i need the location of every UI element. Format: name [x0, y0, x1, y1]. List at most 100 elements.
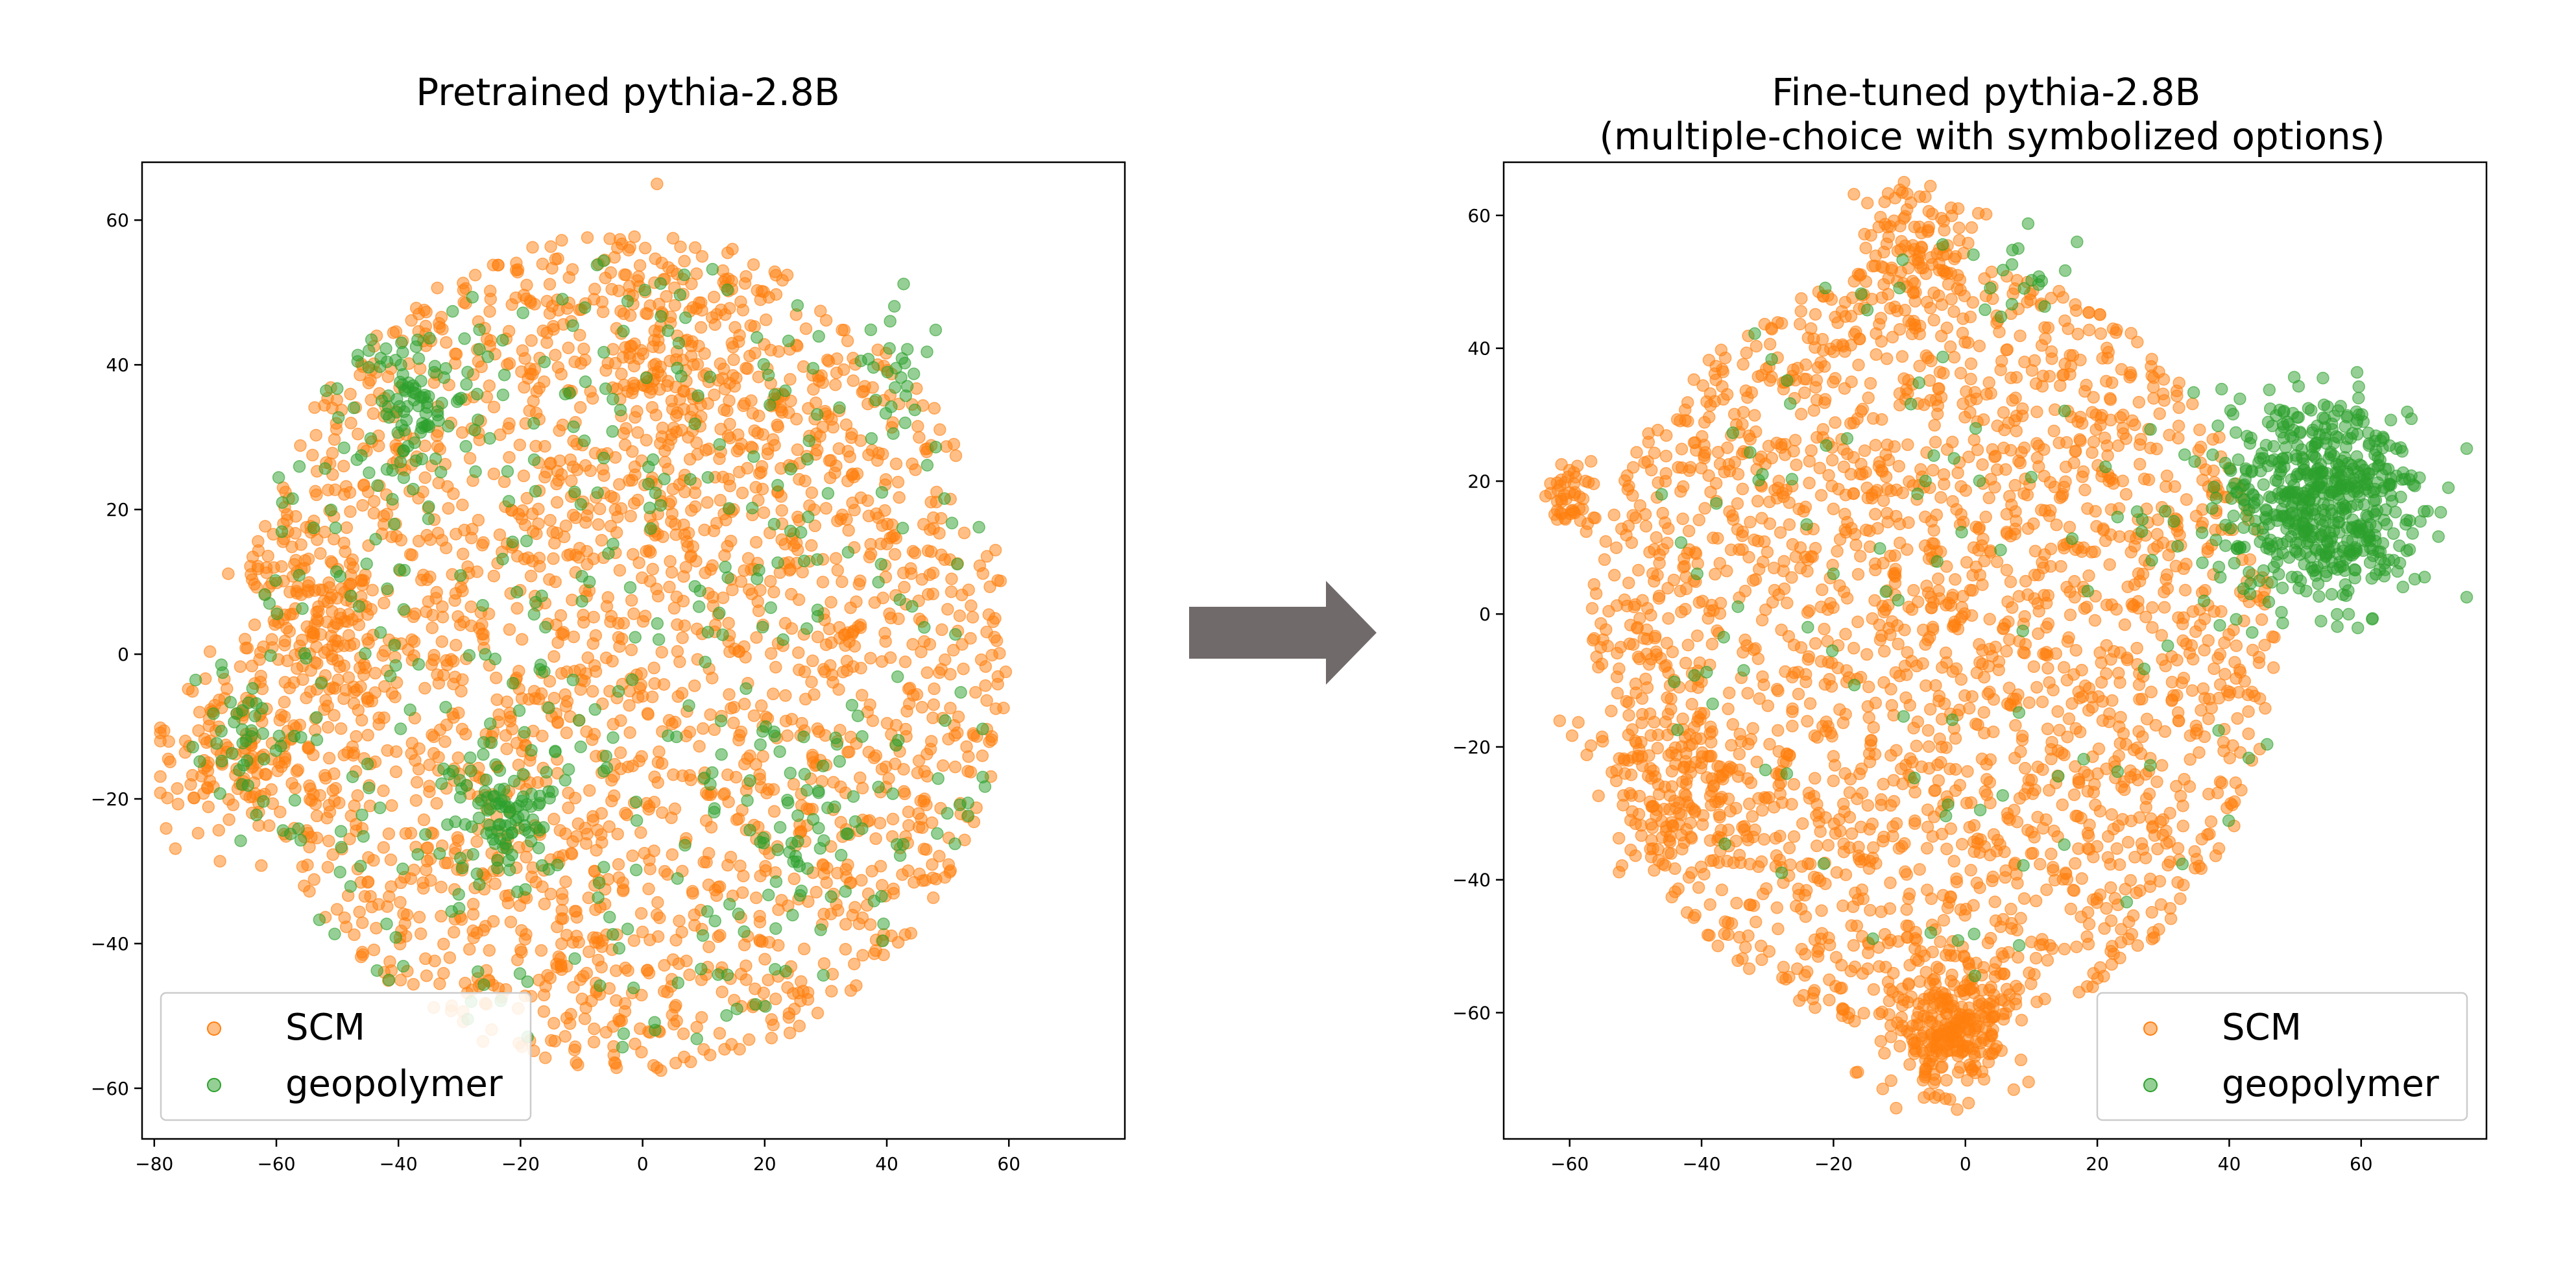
scatter-point	[1674, 485, 1687, 498]
scatter-point	[296, 673, 309, 686]
scatter-point	[1713, 808, 1726, 822]
scatter-point	[1908, 814, 1921, 827]
scatter-point	[606, 425, 619, 438]
scatter-point	[629, 1037, 642, 1051]
scatter-point	[648, 1016, 661, 1029]
scatter-point	[802, 434, 815, 447]
scatter-point	[538, 898, 551, 910]
scatter-point	[570, 910, 584, 924]
scatter-point	[544, 240, 557, 253]
scatter-point	[586, 685, 599, 698]
scatter-point	[868, 596, 882, 609]
scatter-point	[749, 997, 762, 1011]
scatter-point	[433, 977, 446, 990]
scatter-point	[566, 263, 579, 276]
scatter-point	[449, 587, 463, 600]
scatter-point	[730, 371, 743, 385]
scatter-point	[1633, 499, 1647, 512]
scatter-point	[879, 407, 893, 420]
scatter-point	[769, 875, 783, 888]
scatter-point	[407, 482, 420, 496]
scatter-point	[719, 513, 732, 527]
scatter-point	[701, 470, 714, 484]
scatter-point	[733, 328, 746, 342]
scatter-point	[439, 735, 451, 748]
scatter-point	[1611, 646, 1624, 660]
scatter-point	[926, 858, 939, 871]
scatter-point	[950, 557, 964, 571]
scatter-point	[2014, 329, 2027, 343]
scatter-point	[817, 957, 831, 970]
scatter-point	[2133, 811, 2146, 824]
scatter-point	[923, 638, 937, 651]
scatter-point	[397, 444, 411, 458]
legend-label-scm: SCM	[285, 1007, 365, 1049]
scatter-point	[738, 698, 751, 711]
scatter-point	[665, 566, 679, 579]
scatter-point	[560, 929, 573, 942]
scatter-point	[647, 796, 661, 809]
scatter-point	[948, 761, 962, 774]
scatter-point	[799, 322, 813, 336]
scatter-point	[333, 570, 347, 583]
scatter-point	[769, 661, 782, 674]
scatter-point	[911, 420, 924, 433]
scatter-point	[1924, 180, 1937, 193]
scatter-point	[597, 254, 610, 267]
scatter-point	[809, 396, 823, 409]
scatter-point	[2223, 751, 2236, 764]
scatter-point	[346, 770, 359, 783]
scatter-point	[703, 940, 716, 953]
scatter-point	[191, 827, 205, 840]
scatter-point	[1598, 553, 1611, 567]
scatter-point	[1828, 759, 1842, 772]
scatter-point	[473, 343, 486, 356]
scatter-point	[439, 362, 453, 375]
scatter-point	[933, 423, 946, 436]
scatter-point	[1941, 901, 1955, 914]
scatter-point	[389, 765, 403, 779]
scatter-point	[636, 347, 649, 360]
scatter-point	[1940, 1073, 1953, 1087]
scatter-point	[2107, 947, 2121, 960]
scatter-point	[1932, 572, 1945, 585]
scatter-point	[556, 893, 569, 906]
scatter-point	[334, 825, 348, 838]
scatter-point	[1805, 322, 1818, 336]
scatter-point	[550, 478, 563, 491]
scatter-point	[608, 503, 622, 517]
scatter-point	[549, 575, 562, 589]
scatter-point	[2212, 842, 2226, 855]
scatter-point	[387, 326, 400, 339]
scatter-point	[567, 630, 581, 644]
scatter-point	[555, 234, 568, 247]
scatter-point	[852, 917, 866, 931]
scatter-point	[703, 371, 717, 384]
scatter-point	[603, 820, 616, 833]
scatter-point	[778, 617, 792, 630]
scatter-point	[666, 264, 679, 278]
scatter-point	[674, 240, 687, 254]
scatter-point	[2088, 545, 2101, 558]
scatter-point	[750, 631, 763, 644]
chart-finetuned: Fine-tuned pythia-2.8B (multiple-choice …	[1452, 70, 2488, 1175]
scatter-point	[1999, 871, 2012, 884]
chart-title-line: (multiple-choice with symbolized options…	[1599, 114, 2385, 158]
scatter-point	[2142, 473, 2156, 487]
scatter-point	[257, 795, 270, 808]
scatter-point	[427, 365, 441, 379]
scatter-point	[627, 376, 640, 390]
scatter-point	[554, 609, 568, 622]
scatter-point	[515, 692, 529, 705]
scatter-point	[957, 662, 970, 676]
scatter-point	[475, 539, 489, 552]
scatter-point	[352, 600, 366, 613]
scatter-point	[942, 733, 955, 746]
scatter-point	[2059, 460, 2073, 474]
scatter-point	[1890, 1101, 1903, 1115]
scatter-point	[1851, 615, 1864, 629]
scatter-point	[532, 502, 545, 516]
scatter-point	[634, 826, 647, 839]
scatter-point	[1939, 1092, 1952, 1105]
scatter-point	[1605, 704, 1618, 718]
